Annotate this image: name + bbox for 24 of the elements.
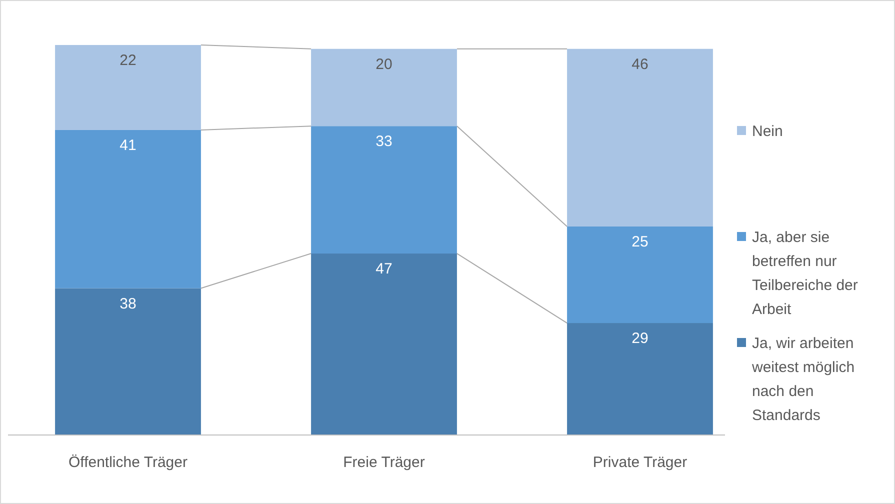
legend-label: Ja, wir arbeiten weitest möglich nach den Standards — [751, 335, 855, 424]
legend-label: Nein — [752, 123, 783, 140]
data-label: 20 — [376, 56, 392, 73]
data-label: 38 — [120, 295, 136, 312]
legend-label: Ja, aber sie betreffen nur Teilbereiche der Arbeit — [752, 229, 858, 318]
data-label: 33 — [376, 133, 392, 150]
x-tick-label: Freie Träger — [343, 454, 425, 471]
bar — [55, 130, 201, 288]
bar — [567, 226, 713, 324]
x-tick-label: Öffentliche Träger — [68, 454, 188, 471]
data-label: 29 — [632, 330, 648, 348]
data-label: 41 — [120, 136, 136, 154]
data-label: 46 — [632, 56, 648, 73]
bar — [567, 323, 713, 435]
bar — [55, 288, 201, 435]
x-tick-label: Private Träger — [592, 454, 688, 471]
bar — [311, 254, 457, 435]
bar — [311, 48, 457, 126]
bar — [567, 48, 713, 226]
data-label: 22 — [120, 52, 136, 69]
data-label: 25 — [632, 233, 648, 250]
bar — [311, 126, 457, 254]
bar — [55, 45, 201, 130]
data-label: 47 — [376, 260, 392, 278]
